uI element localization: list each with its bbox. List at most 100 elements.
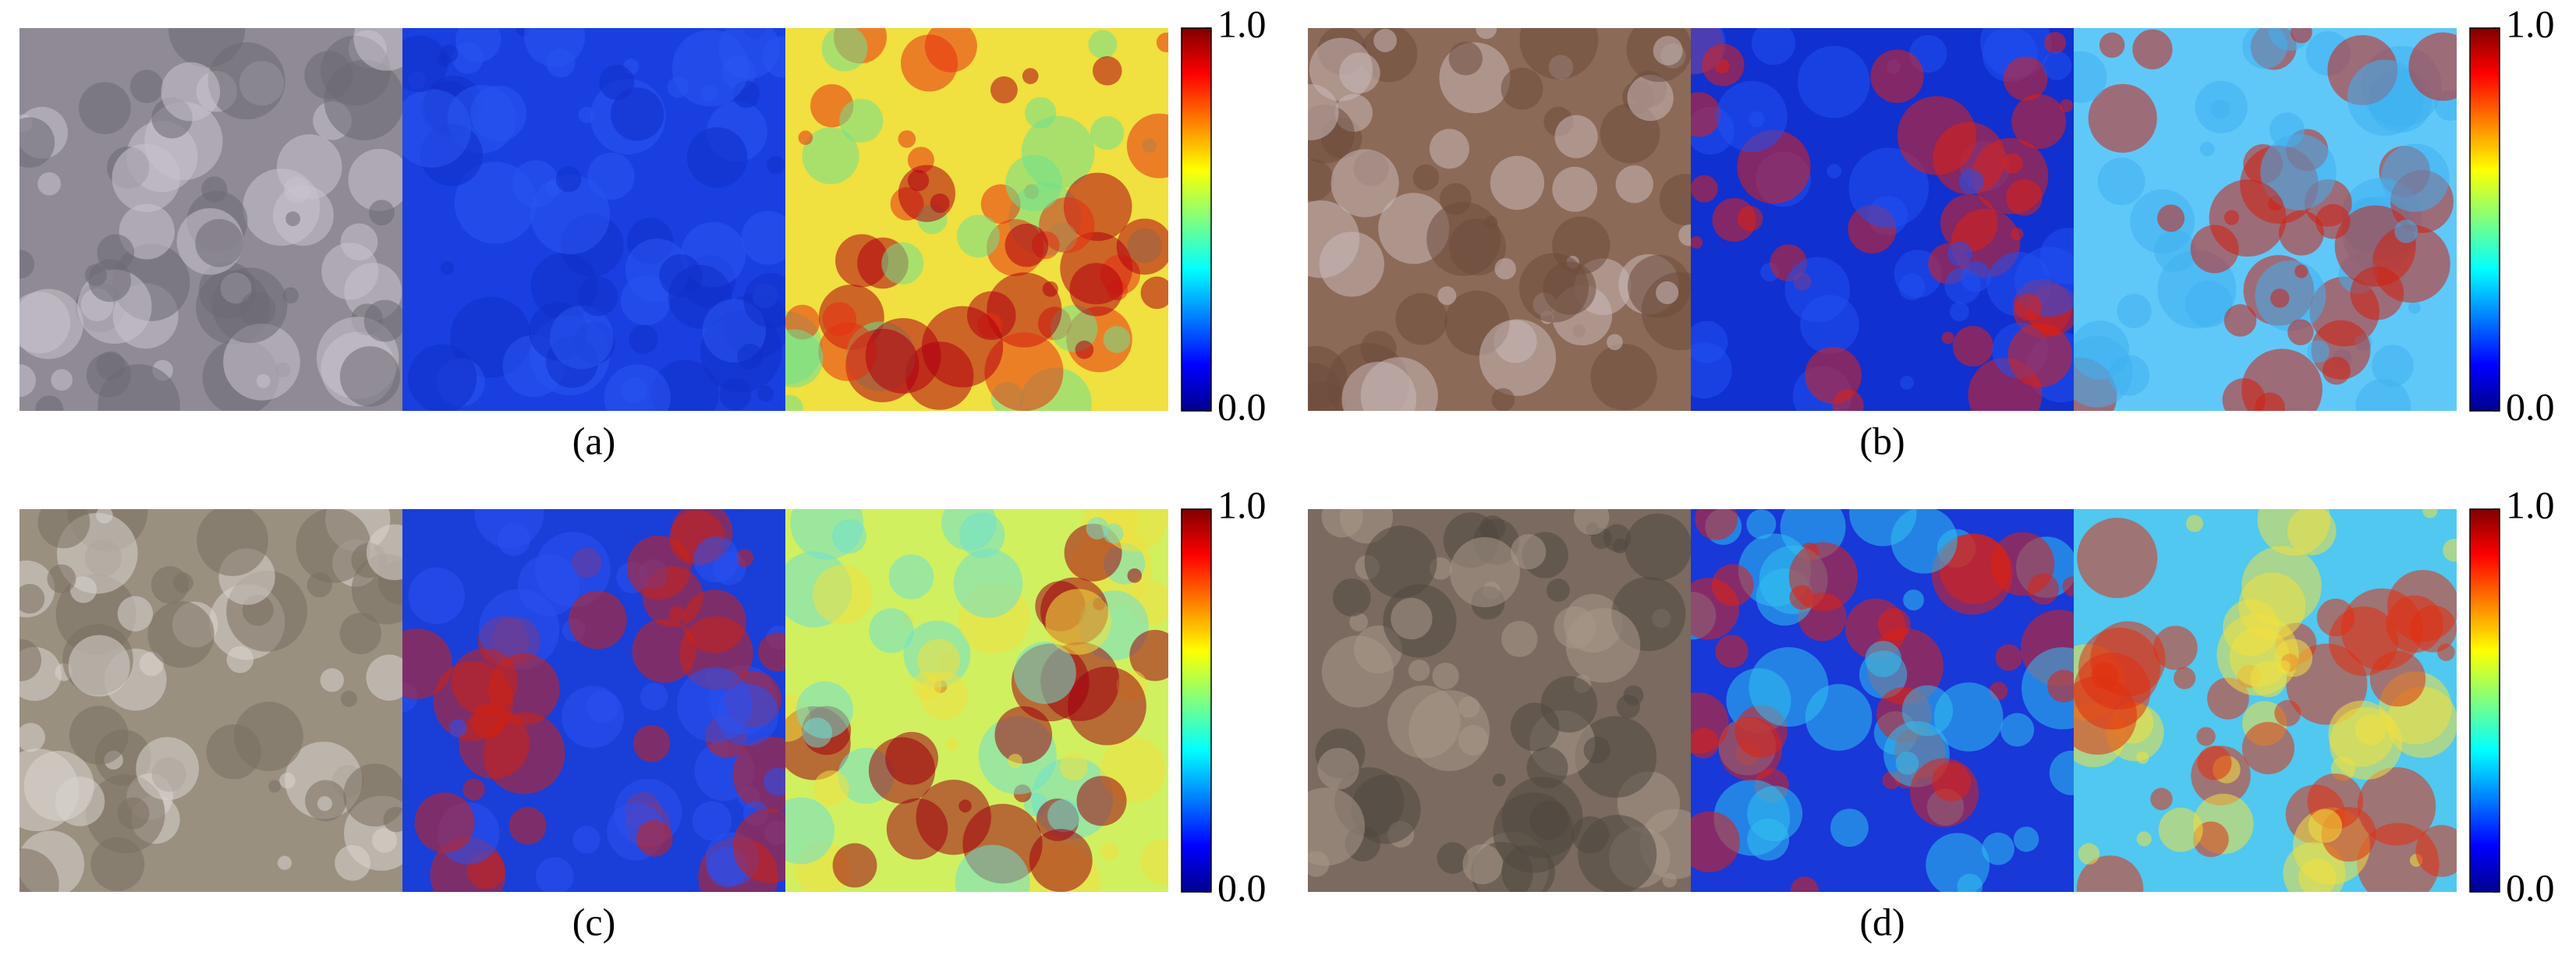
image-blob xyxy=(2062,576,2074,596)
image-blob xyxy=(1332,578,1371,617)
image-blob xyxy=(839,98,884,143)
image-blob xyxy=(69,706,129,765)
image-blob xyxy=(2000,713,2035,747)
image-blob xyxy=(785,329,824,388)
image-blob xyxy=(2290,28,2312,44)
image-blob xyxy=(119,203,175,260)
image-blob xyxy=(1865,641,1902,678)
colorbar-label: 0.0 xyxy=(2506,865,2555,909)
image-blob xyxy=(55,777,105,826)
image-blob xyxy=(19,364,37,398)
image-blob xyxy=(1827,164,1842,179)
image-blob xyxy=(2013,826,2039,852)
image-blob xyxy=(1492,773,1506,787)
image-blob xyxy=(368,200,395,226)
image-blob xyxy=(348,148,402,211)
image xyxy=(2074,509,2457,892)
image-blob xyxy=(2274,639,2313,678)
image-blob xyxy=(2408,32,2457,101)
image-blob xyxy=(1156,32,1168,53)
image-blob xyxy=(2308,809,2343,844)
image-blob xyxy=(735,549,754,568)
image-blob xyxy=(2049,750,2074,795)
colorbar-label: 1.0 xyxy=(1217,2,1267,45)
image-blob xyxy=(1805,347,1862,404)
image-blob xyxy=(1092,56,1122,86)
image-blob xyxy=(2238,572,2306,640)
image-blob xyxy=(523,28,586,67)
image-blob xyxy=(2195,80,2248,133)
image-blob xyxy=(620,275,671,326)
image-blob xyxy=(1364,525,1437,599)
image-blob xyxy=(366,524,402,581)
image-blob xyxy=(610,87,664,141)
image-blob xyxy=(279,772,296,789)
image-blob xyxy=(47,564,76,593)
image-blob xyxy=(448,719,467,738)
image-blob xyxy=(1116,218,1168,275)
image-blob xyxy=(785,797,834,865)
panel: 0.0 1.0 (c) xyxy=(19,483,1267,943)
image-blob xyxy=(941,509,997,551)
image-blob xyxy=(1870,49,1924,104)
image-blob xyxy=(2357,766,2436,846)
image-blob xyxy=(1309,37,1373,101)
image-blob xyxy=(112,143,181,212)
image-blob xyxy=(363,299,402,342)
image-blob xyxy=(578,106,595,123)
image-blob xyxy=(984,332,1064,411)
image-blob xyxy=(2369,650,2426,707)
image-blob xyxy=(888,554,934,600)
image-blob xyxy=(802,717,833,748)
image-blob xyxy=(2185,515,2203,533)
image-blob xyxy=(1439,182,1472,215)
image-blob xyxy=(1627,74,1674,122)
image-blob xyxy=(2408,301,2421,314)
image-blob xyxy=(2307,340,2330,363)
image-blob xyxy=(1900,375,1914,390)
image-blob xyxy=(1607,334,1623,351)
colorbar xyxy=(2469,27,2500,412)
image-blob xyxy=(686,127,748,188)
image-blob xyxy=(1127,568,1143,583)
image-blob xyxy=(693,536,740,583)
image-blob xyxy=(1934,682,2004,752)
image-blob xyxy=(1060,752,1088,781)
image-blob xyxy=(719,378,752,411)
image-blob xyxy=(2043,51,2072,80)
image-blob xyxy=(19,583,45,614)
image-blob xyxy=(1349,612,1369,632)
image-blob xyxy=(1526,747,1568,789)
image-blob xyxy=(1103,523,1124,544)
image-blob xyxy=(659,254,703,297)
image-blob xyxy=(1308,363,1342,411)
image-blob xyxy=(1575,716,1657,798)
image-blob xyxy=(414,792,475,853)
image-blob xyxy=(1140,839,1168,886)
image-blob xyxy=(97,364,180,411)
image-blob xyxy=(78,82,131,134)
image-blob xyxy=(2011,94,2067,150)
image-blob xyxy=(2355,378,2411,411)
image-blob xyxy=(1476,28,1497,40)
image-blob xyxy=(1519,28,1599,80)
image xyxy=(785,509,1168,892)
image-blob xyxy=(586,690,619,724)
image-blob xyxy=(455,28,501,62)
image-blob xyxy=(2132,29,2173,69)
image-blob xyxy=(2136,751,2149,764)
image-blob xyxy=(2298,858,2337,892)
colorbar xyxy=(2469,508,2500,893)
image-blob xyxy=(1308,787,1366,866)
image-blob xyxy=(1784,257,1851,323)
image-blob xyxy=(530,175,611,255)
image-blob xyxy=(2047,670,2074,702)
image-blob xyxy=(1625,513,1691,581)
image-blob xyxy=(2076,855,2144,892)
image-blob xyxy=(2311,320,2371,380)
image xyxy=(1691,509,2074,892)
image xyxy=(402,509,785,892)
image-blob xyxy=(1797,45,1870,119)
image-blob xyxy=(1615,165,1653,203)
image-blob xyxy=(785,395,803,411)
